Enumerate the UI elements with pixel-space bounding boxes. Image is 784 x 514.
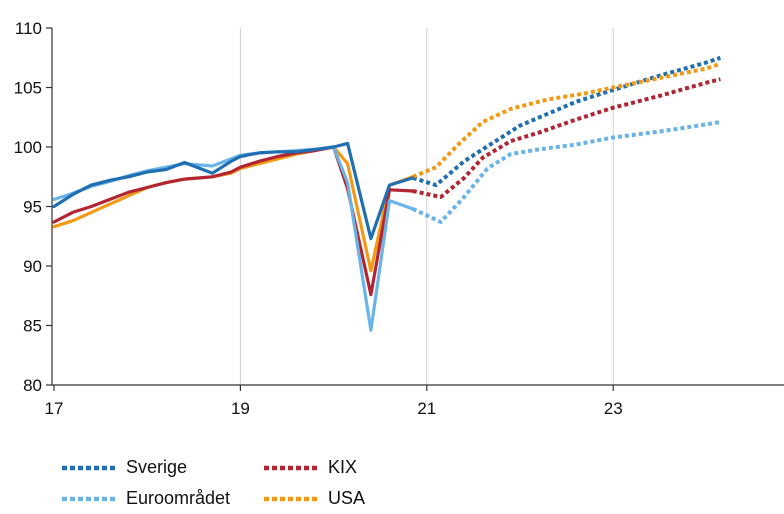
y-tick-label: 100 — [14, 138, 42, 157]
series-lines — [52, 55, 722, 332]
series-forecast-line-0 — [412, 55, 722, 188]
y-tick-label: 85 — [23, 317, 42, 336]
y-tick-label: 95 — [23, 198, 42, 217]
grid — [51, 28, 784, 386]
legend-label-1: Euroområdet — [126, 488, 230, 508]
series-forecast-line-3 — [412, 61, 722, 179]
series-actual-line-2 — [52, 145, 415, 297]
y-axis: 80 85 90 95 100 105 110 — [14, 19, 52, 395]
x-tick-label: 17 — [45, 399, 64, 418]
legend-label-0: Sverige — [126, 457, 187, 477]
legend-label-2: KIX — [328, 457, 357, 477]
x-tick-label: 23 — [604, 399, 623, 418]
series-forecast-line-2 — [412, 77, 721, 199]
x-tick-label: 19 — [231, 399, 250, 418]
y-tick-label: 90 — [23, 257, 42, 276]
x-axis: 17 19 21 23 — [45, 385, 623, 418]
legend: Sverige Euroområdet KIX USA — [62, 457, 365, 508]
y-tick-label: 105 — [14, 79, 42, 98]
y-tick-label: 110 — [15, 19, 42, 38]
x-tick-label: 21 — [417, 399, 436, 418]
series-forecast-line-1 — [411, 120, 721, 224]
y-tick-label: 80 — [23, 376, 42, 395]
series-actual-line-0 — [52, 141, 415, 241]
legend-label-3: USA — [328, 488, 365, 508]
